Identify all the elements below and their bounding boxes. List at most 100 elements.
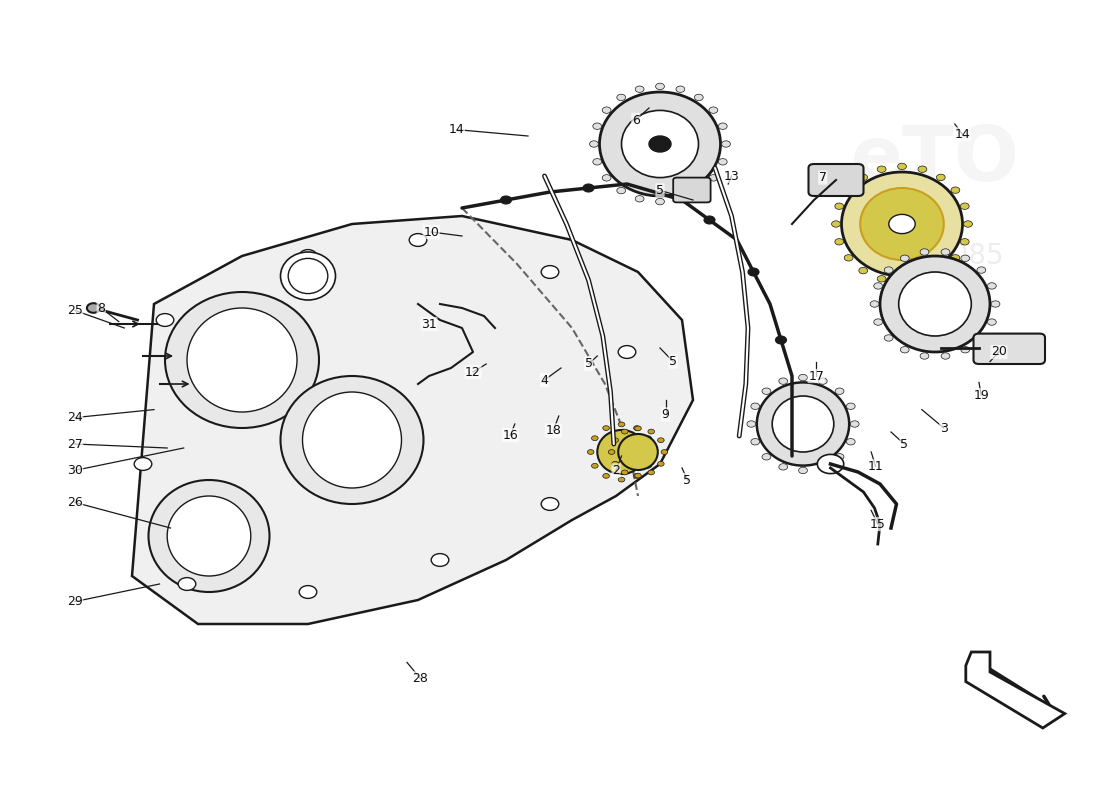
Circle shape [608, 450, 615, 454]
Circle shape [884, 267, 893, 274]
Text: 25: 25 [67, 304, 82, 317]
Ellipse shape [280, 252, 336, 300]
Text: 15: 15 [870, 518, 886, 530]
Circle shape [656, 198, 664, 205]
Circle shape [592, 463, 598, 468]
Circle shape [835, 203, 844, 210]
Circle shape [710, 107, 718, 114]
Circle shape [751, 403, 760, 410]
Ellipse shape [165, 292, 319, 428]
Text: 5: 5 [900, 438, 909, 450]
FancyBboxPatch shape [673, 178, 711, 202]
Circle shape [612, 462, 618, 466]
Circle shape [952, 254, 960, 261]
Circle shape [661, 450, 668, 454]
Circle shape [900, 346, 910, 353]
Circle shape [607, 442, 625, 454]
Circle shape [779, 464, 788, 470]
FancyBboxPatch shape [808, 164, 864, 196]
Circle shape [776, 336, 786, 344]
Circle shape [988, 319, 997, 326]
Text: 5: 5 [656, 184, 664, 197]
Text: 17: 17 [808, 370, 824, 382]
Ellipse shape [621, 110, 698, 178]
Polygon shape [966, 652, 1065, 728]
Circle shape [779, 378, 788, 384]
Circle shape [964, 221, 972, 227]
Circle shape [898, 278, 906, 285]
Circle shape [850, 421, 859, 427]
Circle shape [873, 319, 882, 326]
Circle shape [877, 275, 886, 282]
Circle shape [818, 378, 827, 384]
Circle shape [817, 454, 844, 474]
Circle shape [762, 454, 771, 460]
Circle shape [870, 301, 879, 307]
Text: 20: 20 [991, 346, 1006, 358]
Circle shape [541, 266, 559, 278]
Circle shape [648, 429, 654, 434]
Circle shape [694, 94, 703, 101]
Circle shape [942, 249, 950, 255]
Text: 5: 5 [584, 358, 593, 370]
Circle shape [844, 187, 852, 194]
Circle shape [877, 166, 886, 173]
Circle shape [961, 346, 969, 353]
Circle shape [920, 353, 928, 359]
Ellipse shape [302, 392, 402, 488]
Text: eTO: eTO [322, 318, 514, 402]
Circle shape [178, 578, 196, 590]
Ellipse shape [148, 480, 270, 592]
Circle shape [799, 374, 807, 381]
Text: 2: 2 [612, 464, 620, 477]
Circle shape [602, 107, 610, 114]
Text: 5: 5 [683, 474, 692, 486]
Circle shape [500, 196, 512, 204]
Circle shape [694, 187, 703, 194]
Ellipse shape [600, 92, 720, 196]
Circle shape [134, 458, 152, 470]
Circle shape [612, 438, 618, 442]
Circle shape [710, 174, 718, 181]
Ellipse shape [772, 396, 834, 452]
Circle shape [621, 429, 628, 434]
Circle shape [645, 436, 651, 441]
Circle shape [818, 464, 827, 470]
Circle shape [704, 216, 715, 224]
Circle shape [541, 498, 559, 510]
Circle shape [587, 450, 594, 454]
Circle shape [844, 254, 852, 261]
Circle shape [87, 303, 100, 313]
Circle shape [618, 477, 625, 482]
Circle shape [635, 474, 641, 478]
Circle shape [431, 554, 449, 566]
Text: 4: 4 [540, 374, 549, 386]
Circle shape [991, 301, 1000, 307]
Text: 31: 31 [421, 318, 437, 330]
Circle shape [156, 314, 174, 326]
Text: 14: 14 [955, 128, 970, 141]
Text: 9: 9 [661, 408, 670, 421]
Text: 12: 12 [465, 366, 481, 378]
Text: eTO: eTO [850, 123, 1020, 197]
Circle shape [634, 426, 640, 430]
Text: 14: 14 [449, 123, 464, 136]
Circle shape [835, 238, 844, 245]
Text: 16: 16 [503, 429, 518, 442]
Text: 18: 18 [546, 424, 561, 437]
Text: 13: 13 [724, 170, 739, 182]
Circle shape [799, 467, 807, 474]
Circle shape [900, 255, 910, 262]
Circle shape [751, 438, 760, 445]
Circle shape [718, 123, 727, 130]
Circle shape [618, 422, 625, 427]
Circle shape [846, 403, 855, 410]
Circle shape [961, 255, 969, 262]
Circle shape [952, 187, 960, 194]
Circle shape [593, 123, 602, 130]
Circle shape [889, 214, 915, 234]
Circle shape [832, 221, 840, 227]
Circle shape [918, 275, 927, 282]
Text: a Pa: a Pa [508, 445, 592, 483]
Circle shape [590, 141, 598, 147]
